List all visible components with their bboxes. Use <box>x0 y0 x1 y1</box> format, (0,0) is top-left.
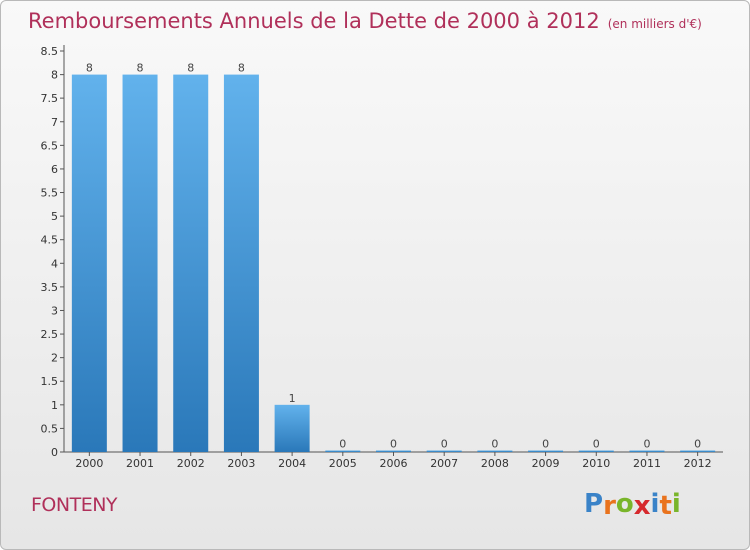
y-tick-label: 2 <box>51 352 58 365</box>
y-tick-label: 1 <box>51 399 58 412</box>
axes: 0 0.5 1 1.5 2 2.5 3 3.5 4 4.5 5 5.5 6 6.5 7 7.5 8 8.5 2000… <box>41 45 723 470</box>
y-tick-label: 4.5 <box>41 234 59 247</box>
logo-letter: o <box>615 489 634 519</box>
y-tick-label: 0.5 <box>41 422 59 435</box>
bar-2011 <box>629 450 665 452</box>
x-tick-label: 2009 <box>532 457 560 470</box>
x-tick-label: 2010 <box>582 457 610 470</box>
proxiti-logo: Proxiti <box>584 489 681 521</box>
data-label-2012: 0 <box>694 438 701 451</box>
bar-2002 <box>173 74 209 453</box>
bar-2008 <box>477 450 513 452</box>
x-tick-label: 2004 <box>278 457 306 470</box>
x-tick-label: 2012 <box>684 457 712 470</box>
y-tick-label: 1.5 <box>41 375 59 388</box>
data-label-2007: 0 <box>441 438 448 451</box>
bar-2001 <box>122 74 158 453</box>
x-tick-label: 2000 <box>75 457 103 470</box>
x-tick-label: 2011 <box>633 457 661 470</box>
logo-letter: r <box>603 491 616 521</box>
bar-2006 <box>376 450 411 452</box>
y-tick-label: 7.5 <box>41 92 59 105</box>
bar-2003 <box>223 74 259 453</box>
title-text: Remboursements Annuels de la Dette de 20… <box>28 9 600 33</box>
bar-2010 <box>578 450 614 452</box>
bar-2005 <box>325 450 361 452</box>
data-label-2009: 0 <box>542 438 549 451</box>
x-tick-label: 2008 <box>481 457 509 470</box>
y-tick-label: 6 <box>51 163 58 176</box>
bar-2012 <box>680 450 716 452</box>
data-label-2000: 8 <box>86 62 93 75</box>
logo-letter: t <box>659 491 672 521</box>
bar-2009 <box>528 450 564 452</box>
chart-title: Remboursements Annuels de la Dette de 20… <box>28 9 702 33</box>
bars <box>71 74 716 453</box>
x-tick-label: 2003 <box>227 457 255 470</box>
y-tick-label: 5.5 <box>41 187 59 200</box>
bar-2007 <box>426 450 462 452</box>
bar-2000 <box>71 74 107 453</box>
y-tick-label: 3 <box>51 304 58 317</box>
data-label-2002: 8 <box>187 62 194 75</box>
y-tick-label: 0 <box>51 446 58 459</box>
data-label-2008: 0 <box>491 438 498 451</box>
y-tick-label: 5 <box>51 210 58 223</box>
data-label-2001: 8 <box>137 62 144 75</box>
data-label-2011: 0 <box>643 438 650 451</box>
data-label-2003: 8 <box>238 62 245 75</box>
data-label-2010: 0 <box>593 438 600 451</box>
logo-letter: x <box>633 491 651 521</box>
logo-letter: P <box>584 489 604 519</box>
city-name: FONTENY <box>31 494 118 516</box>
x-tick-label: 2005 <box>329 457 357 470</box>
data-label-2004: 1 <box>289 392 296 405</box>
x-tick-label: 2006 <box>380 457 408 470</box>
data-label-2006: 0 <box>390 438 397 451</box>
bar-2004 <box>274 404 310 452</box>
y-tick-label: 3.5 <box>41 281 59 294</box>
data-label-2005: 0 <box>339 438 346 451</box>
y-tick-label: 8 <box>51 69 58 82</box>
y-tick-label: 4 <box>51 257 58 270</box>
unit-label: (en milliers d'€) <box>607 17 702 31</box>
data-labels: 8 8 8 8 1 0 0 0 0 0 0 0 0 <box>86 62 701 451</box>
y-tick-label: 7 <box>51 116 58 129</box>
x-tick-label: 2002 <box>177 457 205 470</box>
logo-letter: i <box>650 489 660 519</box>
y-tick-label: 8.5 <box>41 45 59 58</box>
logo-letter: i <box>671 489 681 519</box>
x-tick-label: 2001 <box>126 457 154 470</box>
y-tick-label: 6.5 <box>41 139 59 152</box>
x-tick-label: 2007 <box>430 457 458 470</box>
y-tick-label: 2.5 <box>41 328 59 341</box>
